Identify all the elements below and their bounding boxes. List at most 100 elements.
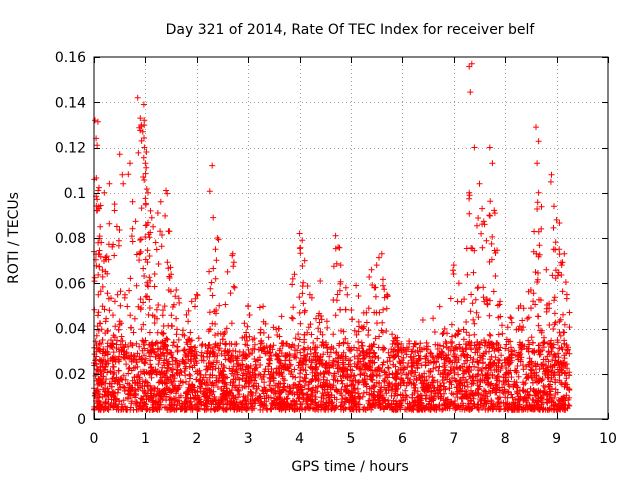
data-point <box>411 387 418 394</box>
data-point <box>98 373 105 380</box>
data-point <box>146 274 153 281</box>
data-point <box>322 364 329 371</box>
data-point <box>277 389 284 396</box>
data-point <box>160 331 166 337</box>
data-point <box>539 399 546 406</box>
data-point <box>197 377 204 384</box>
data-point <box>96 356 103 363</box>
data-point <box>277 403 284 409</box>
data-point <box>389 331 396 338</box>
data-point <box>138 137 145 144</box>
data-point <box>548 399 555 405</box>
data-point <box>539 361 546 368</box>
data-point <box>566 402 573 409</box>
data-point <box>287 361 294 368</box>
data-point <box>319 361 326 368</box>
data-point <box>228 320 235 327</box>
data-point <box>251 356 258 362</box>
data-point <box>203 363 210 370</box>
data-point <box>520 362 526 369</box>
data-point <box>485 388 492 395</box>
data-point <box>106 180 113 187</box>
data-point <box>168 322 175 329</box>
data-point <box>93 332 100 339</box>
data-point <box>144 347 151 354</box>
data-point <box>537 395 544 402</box>
data-point <box>312 384 319 391</box>
data-point <box>169 366 176 372</box>
data-point <box>440 343 447 350</box>
data-point <box>157 198 164 205</box>
data-point <box>108 383 115 390</box>
data-point <box>260 303 267 310</box>
data-point <box>213 257 220 264</box>
data-point <box>324 345 331 351</box>
data-point <box>133 398 140 405</box>
data-point <box>405 360 412 367</box>
data-point <box>518 406 525 413</box>
data-point <box>147 207 154 214</box>
data-point <box>104 340 111 347</box>
data-point <box>548 337 555 344</box>
data-point <box>153 246 160 253</box>
data-point <box>402 387 409 394</box>
data-point <box>139 337 146 344</box>
data-point <box>508 374 515 381</box>
data-point <box>155 261 162 267</box>
data-point <box>222 301 229 308</box>
data-point <box>465 394 471 401</box>
data-point <box>159 339 166 345</box>
data-point <box>228 387 235 393</box>
data-point <box>112 323 119 330</box>
data-point <box>151 320 158 326</box>
data-point <box>111 252 118 259</box>
data-point <box>148 386 155 393</box>
data-point <box>143 186 150 192</box>
data-point <box>197 371 203 378</box>
data-point <box>423 404 430 411</box>
data-point <box>216 404 223 411</box>
data-point <box>534 397 541 404</box>
data-point <box>267 357 273 364</box>
data-point <box>290 397 297 404</box>
data-point <box>108 343 115 350</box>
data-point <box>209 162 216 169</box>
data-point <box>102 318 109 325</box>
data-point <box>207 349 214 356</box>
data-point <box>194 368 201 375</box>
data-point <box>120 406 127 413</box>
data-point <box>337 403 344 410</box>
data-point <box>299 390 306 397</box>
data-point <box>199 341 206 348</box>
data-point <box>258 376 265 382</box>
data-point <box>169 342 176 349</box>
data-point <box>390 397 397 404</box>
data-point <box>142 195 149 202</box>
data-point <box>168 349 175 356</box>
data-point <box>160 307 166 314</box>
data-point <box>427 406 434 413</box>
data-point <box>457 386 464 392</box>
data-point <box>101 352 108 359</box>
data-point <box>312 349 319 356</box>
data-point <box>160 330 167 337</box>
y-tick-label: 0.16 <box>55 50 86 66</box>
data-point <box>331 370 338 377</box>
data-point <box>322 402 329 409</box>
data-point <box>551 395 558 401</box>
data-point <box>251 377 258 384</box>
data-point <box>214 384 221 390</box>
x-tick-label: 4 <box>295 431 304 447</box>
x-tick-label: 1 <box>141 431 150 447</box>
data-point <box>546 383 553 390</box>
data-point <box>249 369 256 376</box>
data-point <box>115 386 122 393</box>
data-point <box>337 306 344 313</box>
data-point <box>406 340 413 347</box>
data-point <box>354 347 361 354</box>
data-point <box>540 405 547 412</box>
data-point <box>500 399 507 406</box>
data-point <box>115 367 122 374</box>
data-point <box>218 350 225 357</box>
data-point <box>414 401 421 408</box>
